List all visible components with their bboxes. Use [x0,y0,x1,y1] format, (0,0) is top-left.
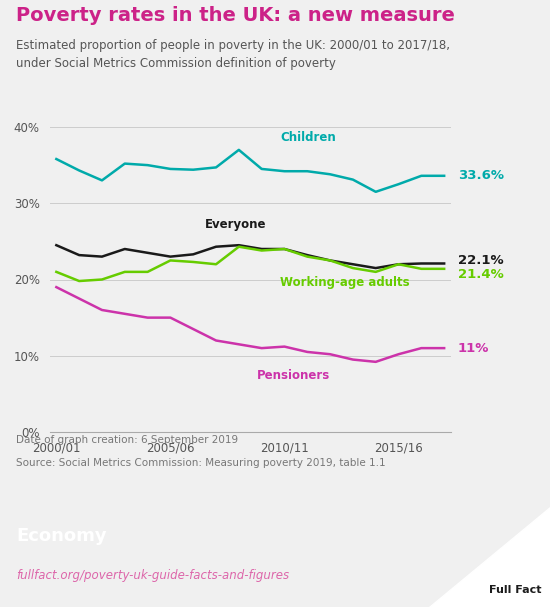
Text: 11%: 11% [458,342,489,354]
Text: Pensioners: Pensioners [257,368,331,382]
Polygon shape [429,507,550,607]
Text: Poverty rates in the UK: a new measure: Poverty rates in the UK: a new measure [16,6,455,25]
Text: Working-age adults: Working-age adults [280,276,410,288]
Text: Full Fact: Full Fact [490,585,542,595]
Text: Date of graph creation: 6 September 2019: Date of graph creation: 6 September 2019 [16,435,239,445]
Text: Children: Children [280,131,336,144]
Text: Source: Social Metrics Commission: Measuring poverty 2019, table 1.1: Source: Social Metrics Commission: Measu… [16,458,386,468]
Text: Everyone: Everyone [205,218,266,231]
Text: 33.6%: 33.6% [458,169,504,182]
Text: Economy: Economy [16,527,107,545]
Text: Estimated proportion of people in poverty in the UK: 2000/01 to 2017/18,
under S: Estimated proportion of people in povert… [16,39,450,70]
Text: 21.4%: 21.4% [458,268,504,282]
Text: 22.1%: 22.1% [458,254,503,267]
Text: fullfact.org/poverty-uk-guide-facts-and-figures: fullfact.org/poverty-uk-guide-facts-and-… [16,569,290,582]
